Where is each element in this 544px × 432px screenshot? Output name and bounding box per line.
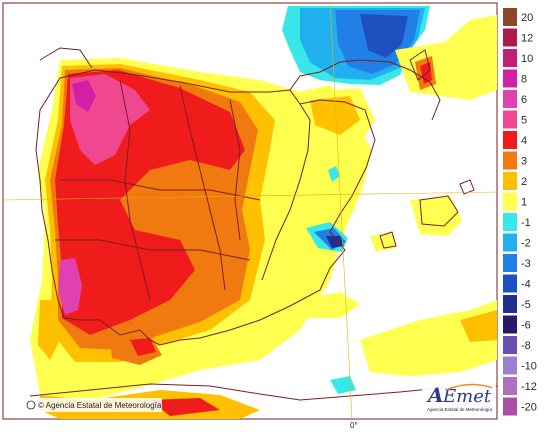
legend-swatch (503, 356, 517, 375)
legend-label: -3 (521, 258, 531, 270)
legend-label: -10 (521, 361, 537, 373)
legend-label: 1 (521, 197, 527, 209)
legend-swatch (503, 151, 517, 170)
logo-swoosh (445, 383, 493, 391)
legend-swatch (503, 28, 517, 47)
legend-label: 2 (521, 176, 527, 188)
legend-label: -2 (521, 238, 531, 250)
legend-swatch (503, 131, 517, 149)
legend-label: 5 (521, 115, 527, 127)
legend-label: 10 (521, 53, 533, 65)
legend-swatch (503, 336, 517, 354)
legend-label: 6 (521, 94, 527, 106)
legend-swatch (503, 172, 517, 190)
legend-swatch (503, 213, 517, 231)
legend-label: 3 (521, 156, 527, 168)
legend-label: -20 (521, 402, 537, 414)
legend-swatch (503, 8, 517, 26)
legend-label: 8 (521, 74, 527, 86)
legend-swatch (503, 274, 517, 293)
legend-label: -1 (521, 217, 531, 229)
graticule (2, 2, 498, 420)
copyright-icon (26, 400, 36, 410)
credit-text: © Agencia Estatal de Meteorología (38, 401, 162, 410)
legend-swatch (503, 110, 517, 129)
legend-label: -6 (521, 320, 531, 332)
credit-box: © Agencia Estatal de Meteorología (22, 398, 162, 412)
legend-label: 12 (521, 33, 533, 45)
legend-swatch (503, 254, 517, 272)
legend-swatch (503, 397, 517, 416)
legend-swatch (503, 69, 517, 88)
legend-label: 20 (521, 12, 533, 24)
legend-swatch (503, 192, 517, 211)
anomaly-fields (30, 6, 497, 419)
logo-letter-a: A (426, 383, 444, 407)
aemet-logo: A Emet Agencia Estatal de Meteorología (422, 376, 496, 418)
legend-swatch (503, 295, 517, 313)
legend: 20 12 10 8 6 5 4 3 2 1 -1 -2 -3 -4 -5 -6 -8 -10 -12 -20 (503, 8, 537, 416)
legend-label: -4 (521, 279, 531, 291)
legend-swatch (503, 315, 517, 334)
logo-wordmark: Emet (442, 386, 492, 407)
longitude-label: 0° (350, 421, 358, 430)
legend-swatch (503, 90, 517, 108)
legend-label: -5 (521, 299, 531, 311)
logo-subtitle: Agencia Estatal de Meteorología (427, 407, 493, 412)
legend-label: 4 (521, 135, 527, 147)
coastlines (29, 47, 497, 401)
legend-swatch (503, 233, 517, 252)
legend-swatch (503, 377, 517, 395)
legend-swatch (503, 49, 517, 67)
legend-label: -12 (521, 381, 537, 393)
legend-label: -8 (521, 340, 531, 352)
